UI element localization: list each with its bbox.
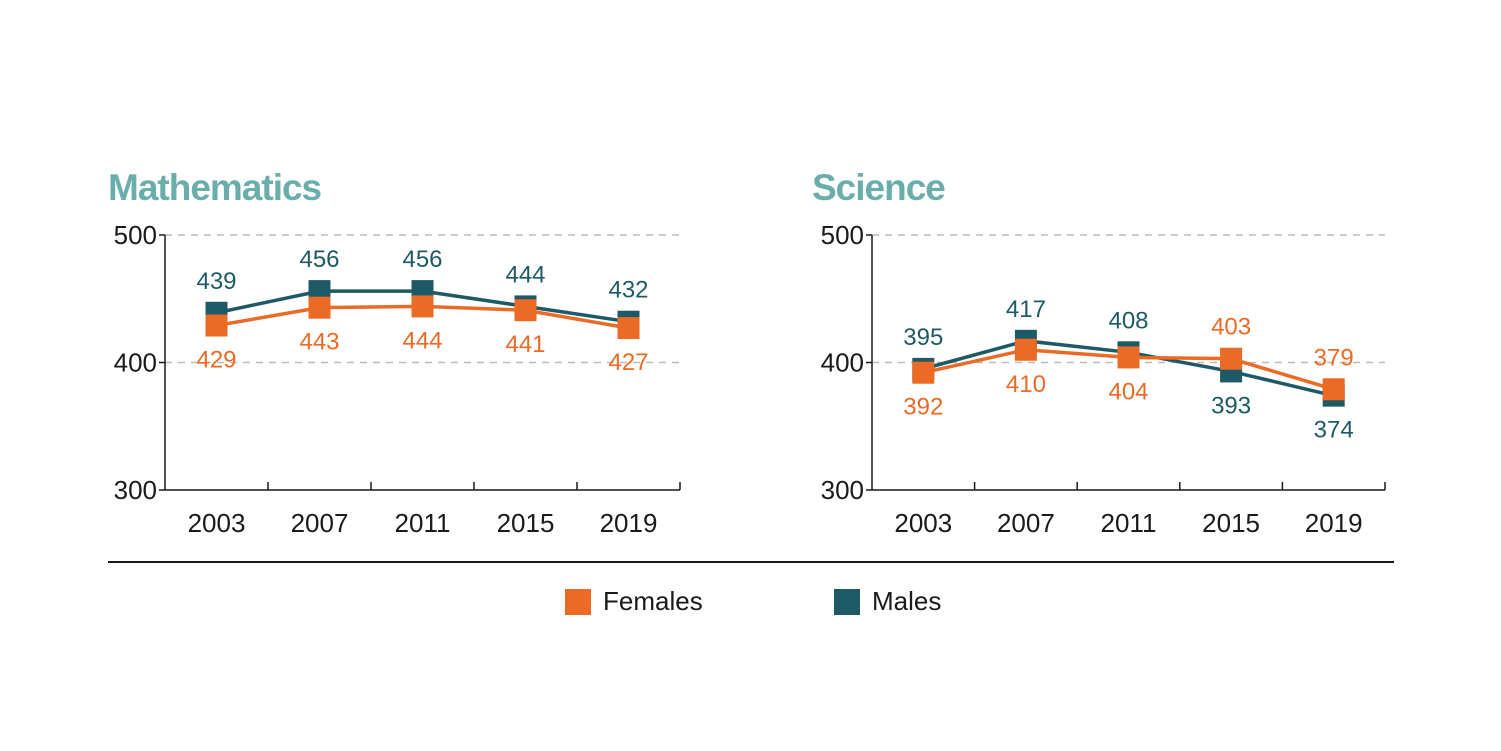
math-females-data-label: 429 bbox=[196, 347, 236, 374]
science-females-point bbox=[1322, 378, 1345, 401]
math-males-point bbox=[308, 280, 331, 303]
science-females-data-label: 379 bbox=[1314, 344, 1354, 371]
math-males-data-label: 439 bbox=[196, 268, 236, 295]
math-x-tick-label: 2015 bbox=[497, 508, 555, 538]
math-males-data-label: 444 bbox=[505, 261, 545, 288]
math-males-data-label: 456 bbox=[299, 246, 339, 273]
legend-label-females: Females bbox=[603, 586, 703, 616]
math-x-tick-label: 2011 bbox=[395, 508, 451, 538]
science-females-point bbox=[1220, 347, 1243, 370]
legend-label-males: Males bbox=[872, 586, 942, 616]
science-females-data-label: 392 bbox=[903, 394, 943, 421]
science-y-tick-label: 500 bbox=[821, 220, 864, 250]
science-males-data-label: 408 bbox=[1108, 307, 1148, 334]
math-males-data-label: 432 bbox=[608, 277, 648, 304]
science-x-tick-label: 2011 bbox=[1101, 508, 1157, 538]
math-y-tick-label: 400 bbox=[114, 348, 157, 378]
science-y-tick-label: 300 bbox=[821, 475, 864, 505]
legend-item-males: Males bbox=[834, 586, 941, 617]
math-males-data-label: 456 bbox=[402, 246, 442, 273]
science-x-tick-label: 2019 bbox=[1305, 508, 1363, 538]
legend-swatch-males bbox=[834, 588, 860, 615]
science-x-tick-label: 2007 bbox=[997, 508, 1055, 538]
legend: Females Males bbox=[0, 586, 1501, 626]
science-chart-title: Science bbox=[812, 167, 946, 208]
math-females-data-label: 441 bbox=[505, 331, 545, 358]
science-males-data-label: 374 bbox=[1314, 417, 1354, 444]
math-females-data-label: 427 bbox=[608, 349, 648, 376]
science-x-tick-label: 2003 bbox=[894, 508, 952, 538]
legend-swatch-females bbox=[565, 588, 591, 615]
science-y-tick-label: 400 bbox=[821, 348, 864, 378]
science-males-data-label: 417 bbox=[1006, 296, 1046, 323]
legend-item-females: Females bbox=[565, 586, 703, 617]
science-females-point bbox=[1117, 346, 1140, 369]
legend-divider bbox=[108, 561, 1394, 563]
math-x-tick-label: 2019 bbox=[600, 508, 658, 538]
science-females-data-label: 410 bbox=[1006, 371, 1046, 398]
science-females-point bbox=[912, 361, 935, 384]
science-males-data-label: 393 bbox=[1211, 392, 1251, 419]
math-females-point bbox=[617, 317, 640, 340]
math-females-point bbox=[308, 296, 331, 319]
math-y-tick-label: 500 bbox=[114, 220, 157, 250]
math-females-point bbox=[514, 299, 537, 322]
math-chart-title: Mathematics bbox=[108, 167, 322, 208]
math-x-tick-label: 2007 bbox=[291, 508, 349, 538]
science-x-tick-label: 2015 bbox=[1202, 508, 1260, 538]
math-females-point bbox=[411, 295, 434, 318]
science-females-point bbox=[1014, 338, 1037, 361]
math-females-data-label: 443 bbox=[299, 329, 339, 356]
math-females-point bbox=[205, 314, 228, 337]
math-females-data-label: 444 bbox=[402, 327, 442, 354]
science-females-data-label: 404 bbox=[1108, 378, 1148, 405]
math-x-tick-label: 2003 bbox=[188, 508, 246, 538]
science-males-data-label: 395 bbox=[903, 324, 943, 351]
science-females-data-label: 403 bbox=[1211, 314, 1251, 341]
math-y-tick-label: 300 bbox=[114, 475, 157, 505]
